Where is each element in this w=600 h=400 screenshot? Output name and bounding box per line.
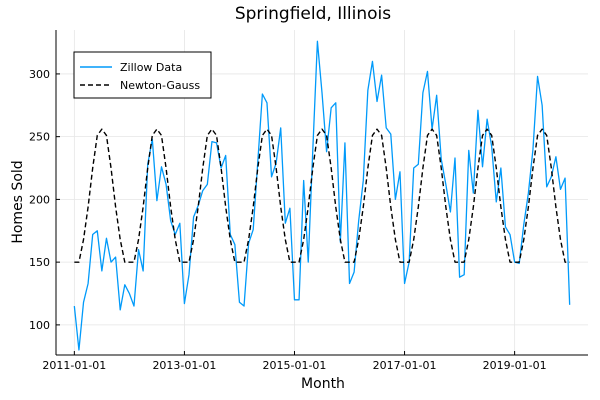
x-tick-label: 2019-01-01: [483, 359, 547, 372]
y-tick-label: 150: [29, 256, 50, 269]
chart-title: Springfield, Illinois: [235, 4, 391, 24]
y-tick-label: 200: [29, 193, 50, 206]
y-tick-label: 100: [29, 319, 50, 332]
x-tick-label: 2011-01-01: [42, 359, 106, 372]
series-layer: [73, 40, 571, 351]
x-tick-label: 2015-01-01: [263, 359, 327, 372]
zillow-data-line: [73, 40, 571, 351]
x-tick-label: 2017-01-01: [373, 359, 437, 372]
y-tick-label: 300: [29, 68, 50, 81]
legend: Zillow Data Newton-Gauss: [73, 51, 212, 99]
y-axis-label: Homes Sold: [10, 160, 26, 243]
axes-layer: 100 150 200 250 300 2011-01-01 2013-01-01 2015-…: [29, 30, 588, 372]
y-tick-label: 250: [29, 131, 50, 144]
grid-layer: [56, 30, 588, 355]
legend-box: [73, 51, 212, 99]
x-axis-label: Month: [301, 376, 345, 392]
legend-label-newton-gauss: Newton-Gauss: [120, 79, 200, 92]
x-tick-label: 2013-01-01: [152, 359, 216, 372]
legend-label-zillow-data: Zillow Data: [120, 61, 182, 74]
newton-gauss-line: [74, 128, 570, 263]
